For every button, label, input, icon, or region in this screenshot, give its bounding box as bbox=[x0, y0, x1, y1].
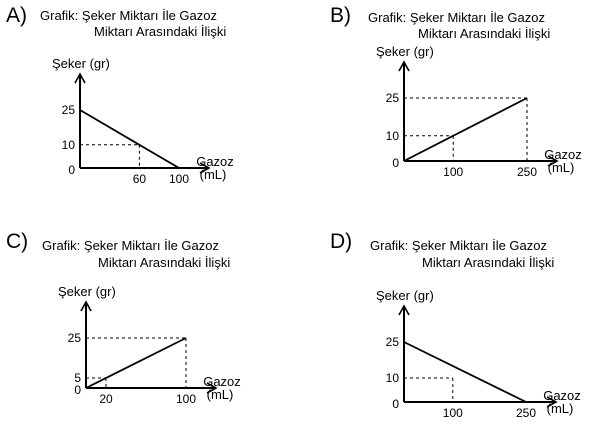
y-tick-label: 10 bbox=[386, 129, 400, 143]
y-tick-label: 5 bbox=[74, 371, 81, 385]
y-tick-label: 25 bbox=[62, 103, 76, 117]
line-chart: 5 25 20 100 0 Şeker (gr) Gazoz(mL) bbox=[58, 284, 241, 406]
x-axis-title-line1: Gazoz bbox=[544, 147, 582, 162]
chart-title-line1: Grafik: Şeker Miktarı İle Gazoz bbox=[40, 8, 217, 23]
chart-title-line2: Miktarı Arasındaki İlişki bbox=[418, 26, 551, 41]
option-letter: D) bbox=[330, 230, 353, 253]
y-axis-title: Şeker (gr) bbox=[52, 56, 110, 71]
line-chart: 10 25 100 250 0 Şeker (gr) Gazoz(mL) bbox=[376, 288, 581, 420]
x-tick-label: 250 bbox=[516, 406, 536, 420]
chart-panel-a: A) Grafik: Şeker Miktarı İle Gazoz Mikta… bbox=[6, 4, 296, 209]
chart-panel-d: D) Grafik: Şeker Miktarı İle Gazoz Mikta… bbox=[330, 230, 603, 435]
x-tick-label: 100 bbox=[176, 392, 196, 406]
y-axis-arrow bbox=[74, 72, 86, 84]
line-chart: 10 25 100 250 0 Şeker (gr) Gazoz(mL) bbox=[376, 44, 582, 179]
y-axis-title: Şeker (gr) bbox=[376, 44, 434, 59]
x-axis-arrow bbox=[546, 396, 558, 408]
x-axis-title-line2: (mL) bbox=[207, 387, 234, 402]
option-letter: B) bbox=[330, 4, 351, 27]
chart-panel-b: B) Grafik: Şeker Miktarı İle Gazoz Mikta… bbox=[330, 4, 603, 209]
y-tick-label: 10 bbox=[62, 138, 76, 152]
x-axis-arrow bbox=[206, 382, 218, 394]
y-axis-arrow bbox=[398, 304, 410, 316]
x-axis-title-line1: Gazoz bbox=[543, 388, 581, 403]
x-axis-title-line2: (mL) bbox=[547, 401, 574, 416]
chart-title-line2: Miktarı Arasındaki İlişki bbox=[98, 255, 231, 270]
y-axis-title: Şeker (gr) bbox=[58, 284, 116, 299]
x-tick-label: 100 bbox=[169, 172, 189, 186]
y-tick-label: 25 bbox=[68, 331, 82, 345]
chart-title-line1: Grafik: Şeker Miktarı İle Gazoz bbox=[368, 10, 545, 25]
y-tick-label: 10 bbox=[386, 371, 400, 385]
series-line bbox=[403, 341, 527, 403]
x-axis-title-line1: Gazoz bbox=[196, 154, 234, 169]
x-tick-label: 100 bbox=[443, 165, 463, 179]
x-axis-title-line2: (mL) bbox=[200, 167, 227, 182]
chart-title-line1: Grafik: Şeker Miktarı İle Gazoz bbox=[370, 238, 547, 253]
x-tick-label: 250 bbox=[517, 165, 537, 179]
y-tick-label: 25 bbox=[386, 335, 400, 349]
line-chart: 10 25 60 100 0 Şeker (gr) Gazoz(mL) bbox=[52, 56, 234, 186]
x-axis-title-line1: Gazoz bbox=[203, 374, 241, 389]
y-tick-label: 25 bbox=[386, 91, 400, 105]
y-axis-arrow bbox=[80, 300, 92, 312]
option-letter: C) bbox=[6, 230, 29, 253]
origin-label: 0 bbox=[392, 156, 399, 170]
chart-title-line2: Miktarı Arasındaki İlişki bbox=[94, 24, 227, 39]
x-tick-label: 20 bbox=[99, 392, 113, 406]
series-line bbox=[79, 109, 180, 169]
series-line bbox=[85, 337, 187, 389]
origin-label: 0 bbox=[392, 397, 399, 411]
origin-label: 0 bbox=[74, 383, 81, 397]
chart-title-line2: Miktarı Arasındaki İlişki bbox=[422, 255, 555, 270]
x-axis-arrow bbox=[199, 162, 211, 174]
x-tick-label: 60 bbox=[133, 172, 147, 186]
chart-title-line1: Grafik: Şeker Miktarı İle Gazoz bbox=[42, 238, 219, 253]
y-axis-title: Şeker (gr) bbox=[376, 288, 434, 303]
x-tick-label: 100 bbox=[443, 406, 463, 420]
series-line bbox=[403, 97, 528, 162]
option-letter: A) bbox=[6, 4, 27, 27]
chart-panel-c: C) Grafik: Şeker Miktarı İle Gazoz Mikta… bbox=[6, 230, 296, 435]
x-axis-title-line2: (mL) bbox=[548, 160, 575, 175]
origin-label: 0 bbox=[68, 163, 75, 177]
x-axis-arrow bbox=[547, 155, 559, 167]
y-axis-arrow bbox=[398, 60, 410, 72]
